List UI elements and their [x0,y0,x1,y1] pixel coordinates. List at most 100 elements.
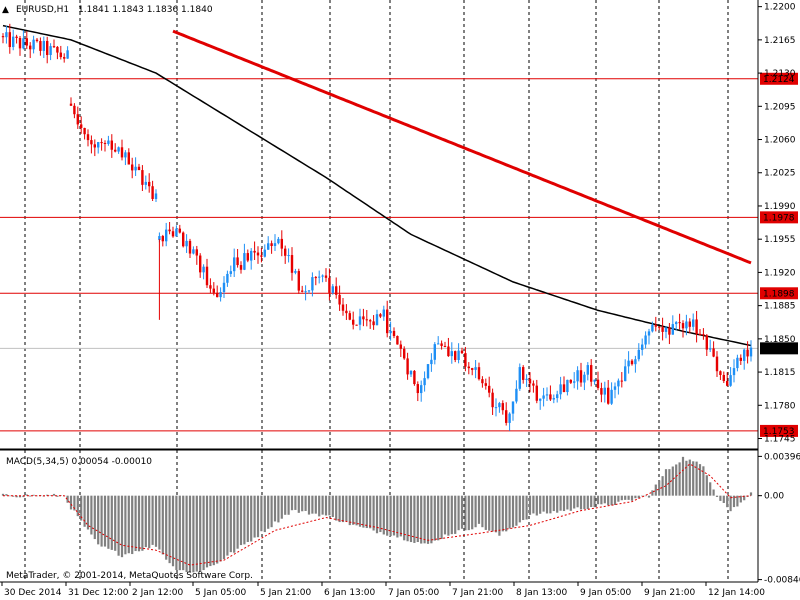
candle-body [685,321,688,329]
macd-bar [545,495,549,514]
macd-bar [114,495,117,551]
candle-body [280,238,283,249]
macd-bar [18,495,22,498]
candle-body [678,322,681,324]
macd-bar [141,495,144,551]
candle-body [73,105,76,115]
candle-body [171,231,175,237]
macd-bar [120,495,124,558]
macd-bar [692,461,695,496]
price-label: 1.1955 [764,235,796,245]
macd-bar [124,495,127,555]
time-label: 2 Jan 12:00 [132,588,184,598]
macd-bar [260,495,263,532]
candle-body [175,228,178,237]
candle-body [467,366,470,369]
candle-body [168,229,171,232]
macd-bar [634,495,637,499]
macd-bar [685,460,688,496]
macd-bar [250,495,253,542]
candle-body [182,232,185,247]
macd-bar [69,495,73,510]
candle-body [165,229,168,242]
macd-bar [610,495,613,506]
macd-bar [522,495,525,521]
candle-body [103,142,107,144]
candle-body [403,348,406,359]
macd-bar [80,495,83,521]
candle-body [416,384,419,394]
candle-body [525,378,528,380]
candle-body [69,103,73,106]
candle-body [454,351,457,360]
macd-bar [345,495,348,522]
macd-bar [263,495,266,533]
macd-bar [501,495,504,532]
time-label: 5 Jan 05:00 [195,588,247,598]
corner-arrow-icon: ▲ [2,5,9,15]
horizontal-levels[interactable]: 1.2124 1.1978 1.1898 1.1753 1.1840 [0,72,798,437]
candle-body [712,348,715,357]
candle-body [151,186,154,199]
candle-body [396,336,399,345]
candle-body [226,273,229,283]
macd-bar [644,495,647,497]
candle-body [294,271,297,273]
macd-bar [739,495,742,503]
macd-signal-line [3,463,752,566]
candle-body [556,394,559,399]
candle-body [501,403,504,411]
macd-bar [681,456,685,496]
time-label: 6 Jan 13:00 [324,588,376,598]
macd-bar [236,495,239,549]
candle-body [93,144,96,148]
macd-bar [352,495,355,525]
macd-bar [226,495,229,556]
candle-body [719,371,722,375]
macd-bar [256,495,260,538]
price-label: 1.1850 [764,335,796,345]
price-label: 1.1745 [764,435,796,445]
macd-bar [144,495,147,548]
candle-body [379,314,382,317]
candle-body [593,379,596,382]
candle-body [18,38,22,49]
macd-bar [324,495,328,516]
macd-bar [25,494,28,496]
macd-bar [454,495,457,534]
macd-bar [678,462,681,496]
candle-body [474,367,477,370]
macd-bar [328,495,331,516]
candle-body [188,240,192,254]
macd-bar [212,495,215,566]
macd-bar [420,495,423,544]
candle-body [97,142,100,148]
candle-body [562,384,566,393]
macd-bar [399,495,402,537]
candle-body [83,127,86,135]
candle-body [35,39,39,42]
macd-bar [216,495,219,564]
time-label: 9 Jan 21:00 [644,588,696,598]
candle-body [107,140,110,144]
macd-bar [195,495,198,572]
macd-bar [29,495,32,497]
candle-body [63,57,66,59]
macd-bar [158,495,161,550]
macd-bar [562,495,566,512]
candle-body [675,322,678,325]
macd-bar [243,495,246,545]
candle-body [498,403,501,408]
candle-body [131,164,134,171]
candle-body [576,370,579,382]
candle-body [199,255,202,273]
candle-body [739,357,742,361]
macd-bar [372,495,375,531]
macd-bar [73,495,76,511]
candle-body [726,381,729,386]
candle-body [338,294,341,305]
macd-bar [443,495,447,535]
candle-body [273,243,277,247]
